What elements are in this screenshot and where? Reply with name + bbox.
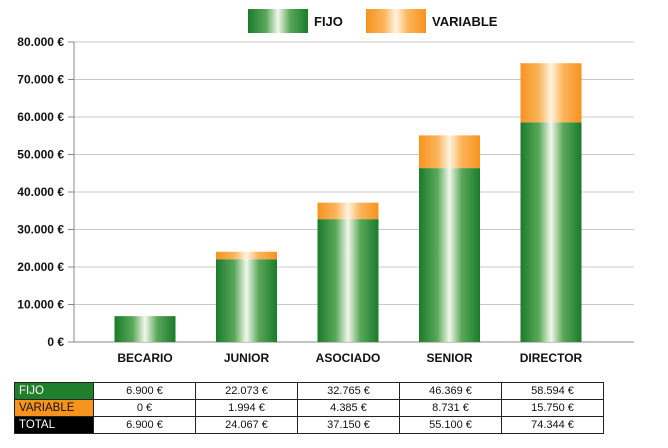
row-label-variable: VARIABLE (14, 399, 94, 417)
bar-variable-director (520, 63, 582, 123)
legend-swatch-fijo (248, 9, 308, 33)
bars (114, 63, 582, 343)
bar-variable-senior (419, 135, 480, 169)
y-tick-label: 10.000 € (17, 298, 64, 312)
table-cell: 22.073 € (195, 382, 298, 400)
y-tick-label: 40.000 € (17, 185, 64, 199)
bar-variable-asociado (317, 202, 379, 220)
y-tick-label: 70.000 € (17, 73, 64, 87)
row-label-fijo: FIJO (14, 382, 94, 400)
bar-fijo-becario (114, 316, 176, 342)
bar-fijo-asociado (317, 219, 379, 342)
table-cell: 6.900 € (93, 382, 196, 400)
y-axis-ticks: 0 € 10.000 € 20.000 € 30.000 € 40.000 € 50.00… (17, 35, 64, 349)
table-cell: 55.100 € (399, 416, 502, 434)
row-label-total: TOTAL (14, 416, 94, 434)
bar-fijo-junior (216, 259, 277, 342)
table-row-fijo: FIJO 6.900 € 22.073 € 32.765 € 46.369 € … (14, 382, 604, 400)
table-cell: 15.750 € (501, 399, 604, 417)
x-tick-label: ASOCIADO (316, 351, 381, 365)
x-tick-label: JUNIOR (224, 351, 270, 365)
y-tick-label: 0 € (47, 335, 64, 349)
table-cell: 46.369 € (399, 382, 502, 400)
table-cell: 32.765 € (297, 382, 400, 400)
table-cell: 6.900 € (93, 416, 196, 434)
y-tick-label: 60.000 € (17, 110, 64, 124)
table-row-variable: VARIABLE 0 € 1.994 € 4.385 € 8.731 € 15.… (14, 399, 604, 417)
table-cell: 1.994 € (195, 399, 298, 417)
x-tick-label: DIRECTOR (520, 351, 583, 365)
bar-fijo-director (520, 122, 582, 343)
data-table: FIJO 6.900 € 22.073 € 32.765 € 46.369 € … (14, 382, 604, 434)
table-cell: 4.385 € (297, 399, 400, 417)
legend-swatch-variable (366, 9, 426, 33)
table-cell: 37.150 € (297, 416, 400, 434)
x-tick-label: SENIOR (426, 351, 472, 365)
y-tick-label: 80.000 € (17, 35, 64, 49)
legend: FIJO VARIABLE (248, 9, 498, 33)
table-cell: 0 € (93, 399, 196, 417)
legend-label-variable: VARIABLE (432, 14, 498, 29)
y-tick-label: 30.000 € (17, 223, 64, 237)
bar-fijo-senior (419, 168, 480, 342)
legend-label-fijo: FIJO (314, 14, 343, 29)
y-tick-label: 20.000 € (17, 260, 64, 274)
table-cell: 58.594 € (501, 382, 604, 400)
table-cell: 24.067 € (195, 416, 298, 434)
table-cell: 8.731 € (399, 399, 502, 417)
bar-variable-junior (216, 251, 277, 260)
x-axis-ticks: BECARIO JUNIOR ASOCIADO SENIOR DIRECTOR (117, 351, 582, 365)
table-cell: 74.344 € (501, 416, 604, 434)
x-tick-label: BECARIO (117, 351, 172, 365)
bar-chart: 0 € 10.000 € 20.000 € 30.000 € 40.000 € 50.00… (17, 9, 634, 365)
y-tick-label: 50.000 € (17, 148, 64, 162)
table-row-total: TOTAL 6.900 € 24.067 € 37.150 € 55.100 €… (14, 416, 604, 434)
